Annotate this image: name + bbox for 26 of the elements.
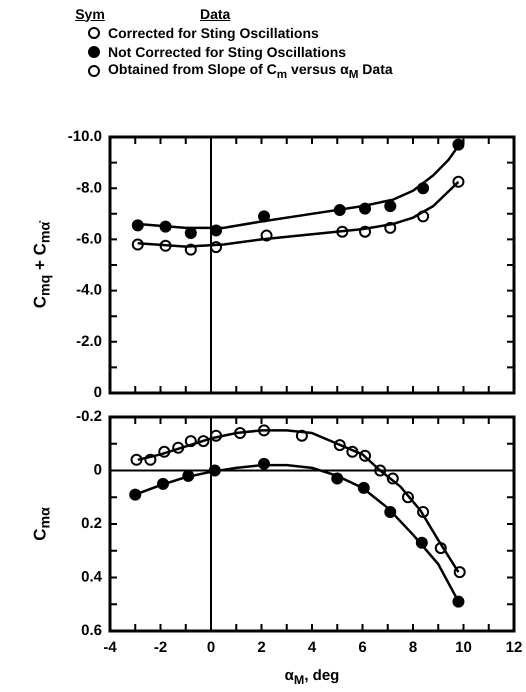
x-tick-label: 4 — [308, 639, 317, 656]
legend-title: Sym — [75, 6, 105, 22]
y-tick-label: -2.0 — [76, 332, 102, 350]
x-tick-label: 0 — [206, 639, 216, 656]
legend-label: Obtained from Slope of C$_{m}$ versus α$_{M}$ Data — [108, 60, 393, 80]
legend-label: Corrected for Sting Oscillations — [108, 24, 319, 40]
x-tick-label: 10 — [455, 639, 472, 656]
x-tick-label: 12 — [506, 639, 522, 656]
y-tick-label: 0 — [94, 384, 102, 402]
x-axis-title: α$_{M}$, deg — [284, 667, 340, 687]
y-tick-label: -8.0 — [76, 179, 102, 196]
y-tick-label: 0.4 — [81, 568, 103, 586]
x-tick-label: 8 — [408, 639, 418, 656]
x-tick-label: -2 — [154, 639, 168, 656]
x-tick-label: 6 — [358, 639, 367, 656]
y-tick-label: -10.0 — [68, 128, 102, 146]
x-tick-label: 2 — [257, 639, 266, 656]
y-tick-label: 0.6 — [81, 622, 102, 640]
y-tick-label: -0.2 — [76, 408, 102, 426]
y-tick-label: 0 — [94, 462, 102, 479]
legend-label: Not Corrected for Sting Oscillations — [108, 44, 346, 60]
y-tick-label: 0.2 — [81, 515, 102, 532]
x-tick-label: -4 — [103, 639, 118, 656]
y-tick-label: -6.0 — [76, 230, 102, 248]
y-tick-label: -4.0 — [76, 282, 102, 299]
text: Data — [200, 6, 230, 22]
